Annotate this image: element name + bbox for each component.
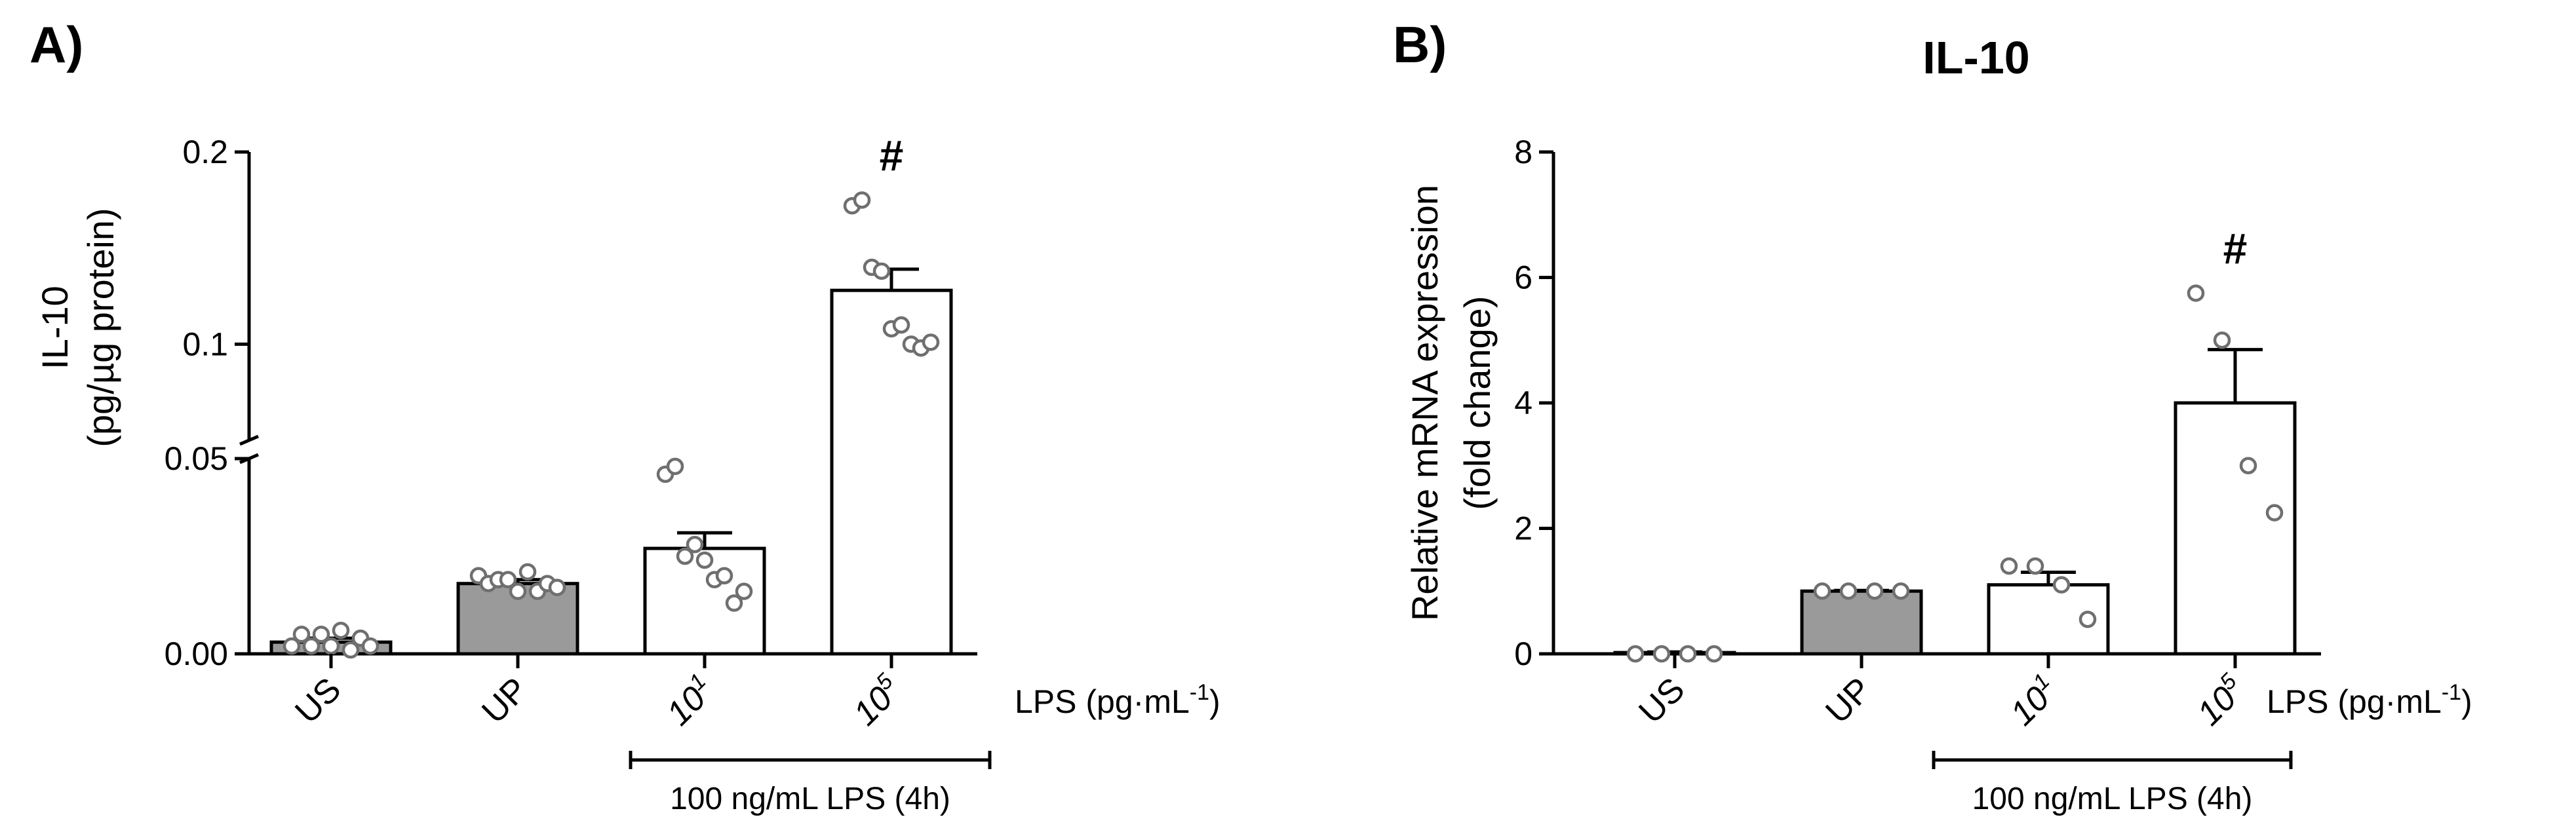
- treatment-bracket-label: 100 ng/mL LPS (4h): [1972, 782, 2253, 816]
- y-tick-label: 0.2: [182, 134, 228, 170]
- data-point: [499, 571, 517, 589]
- x-axis-note: LPS (pg·mL-1): [1015, 680, 1220, 720]
- data-point: [312, 625, 330, 643]
- x-axis-note-exponent: -1: [1190, 680, 1209, 705]
- x-axis-note-close: ): [2461, 683, 2472, 720]
- data-point: [1839, 582, 1858, 600]
- data-point: [1705, 645, 1723, 663]
- data-point: [509, 582, 527, 600]
- data-point: [922, 333, 940, 351]
- significance-marker: #: [2223, 224, 2248, 273]
- y-axis-label: IL-10: [34, 286, 75, 370]
- x-tick-label-base: US: [288, 670, 348, 730]
- data-point: [2239, 457, 2257, 474]
- x-tick-label: US: [288, 670, 348, 730]
- data-point: [1813, 582, 1831, 600]
- y-tick-label: 6: [1514, 259, 1532, 296]
- data-point: [2078, 611, 2097, 628]
- data-point: [1626, 645, 1645, 663]
- y-tick-label: 4: [1514, 385, 1532, 421]
- panel-label: B): [1393, 16, 1447, 73]
- y-tick-label: 2: [1514, 510, 1532, 547]
- x-axis-note-close: ): [1209, 683, 1220, 720]
- data-point: [1865, 582, 1884, 600]
- treatment-bracket-label: 100 ng/mL LPS (4h): [670, 782, 950, 816]
- y-axis-label-units: (pg/µg protein): [80, 208, 121, 447]
- data-point: [2265, 504, 2284, 521]
- data-point: [332, 621, 350, 639]
- data-point: [1652, 645, 1671, 663]
- data-point: [715, 567, 733, 585]
- x-tick-label: 105: [844, 669, 908, 733]
- data-point: [292, 625, 311, 643]
- data-point: [695, 551, 714, 569]
- data-point: [283, 637, 301, 655]
- data-point: [1892, 582, 1910, 600]
- panel-a: A) 0.00 0.05 0.1 0.2 IL-10 (pg/µg protein) US UP…: [29, 16, 1220, 816]
- y-tick-label: 0: [1514, 635, 1532, 672]
- panel-title: IL-10: [1922, 32, 2029, 83]
- y-tick-label: 0.00: [165, 635, 228, 672]
- data-point: [1679, 645, 1697, 663]
- data-point: [725, 594, 743, 612]
- data-point: [342, 641, 360, 659]
- bar: [1800, 589, 1923, 656]
- x-tick-label: UP: [475, 670, 535, 730]
- y-axis-label: Relative mRNA expression: [1404, 185, 1445, 621]
- data-point: [2052, 576, 2071, 594]
- x-tick-label: 105: [2188, 669, 2252, 733]
- data-point: [676, 547, 694, 565]
- x-tick-label: UP: [1818, 670, 1879, 730]
- panel-b: B) IL-10 0 2 4 6 8 Relative mRNA expression (fol…: [1393, 16, 2472, 816]
- axis-break-mark: [239, 434, 259, 446]
- data-point: [2000, 557, 2018, 575]
- y-tick-label: 0.05: [165, 440, 228, 477]
- y-axis-label-units: (fold change): [1456, 296, 1498, 510]
- data-point: [518, 563, 537, 581]
- x-tick-label: US: [1631, 670, 1692, 730]
- x-tick-label: 101: [657, 669, 722, 733]
- x-tick-label: 101: [2001, 669, 2065, 733]
- data-point: [302, 637, 321, 655]
- data-point: [872, 262, 891, 280]
- x-axis-note: LPS (pg·mL-1): [2267, 680, 2472, 720]
- y-tick-label: 0.1: [182, 326, 228, 362]
- data-point: [2213, 332, 2231, 349]
- data-point: [892, 316, 910, 334]
- data-point: [735, 582, 753, 600]
- y-tick-label: 8: [1514, 134, 1532, 170]
- x-axis-note-text: LPS (pg·mL: [1015, 683, 1190, 720]
- x-tick-label-base: UP: [475, 670, 535, 730]
- significance-marker: #: [880, 131, 904, 180]
- x-axis-note-text: LPS (pg·mL: [2267, 683, 2442, 720]
- data-point: [361, 637, 380, 655]
- panel-label: A): [29, 16, 83, 73]
- data-point: [2187, 284, 2205, 302]
- x-tick-label-base: US: [1631, 670, 1692, 730]
- data-point: [548, 578, 566, 596]
- x-tick-label-base: UP: [1818, 670, 1879, 730]
- data-point: [322, 637, 340, 655]
- data-point: [2026, 557, 2044, 575]
- bar: [2174, 401, 2297, 656]
- data-point: [666, 457, 684, 476]
- x-axis-note-exponent: -1: [2442, 680, 2461, 705]
- data-point: [853, 191, 871, 209]
- data-point: [686, 535, 704, 554]
